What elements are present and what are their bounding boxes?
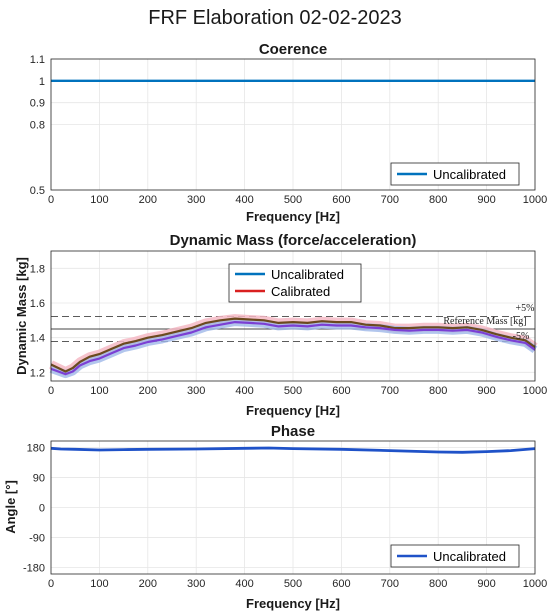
x-tick-label: 400 bbox=[235, 385, 253, 397]
x-tick-label: 1000 bbox=[523, 385, 547, 397]
x-tick-label: 200 bbox=[139, 194, 157, 206]
x-tick-label: 1000 bbox=[523, 194, 547, 206]
dynamic-mass-ticks: 0 100 200 300 400 500 600 700 800 900 1000 1.2 1.4 1.… bbox=[30, 263, 548, 397]
dynamic-mass-legend-box bbox=[228, 263, 362, 303]
phase-line bbox=[50, 446, 536, 454]
coherence-legend: Uncalibrated bbox=[390, 162, 520, 186]
phase-panel: Phase 0 100 200 300 400 500 600 700 800 900 1000-1… bbox=[3, 423, 547, 611]
y-tick-label: 1.1 bbox=[30, 54, 45, 66]
phase-legend-label: Uncalibrated bbox=[433, 549, 506, 564]
phase-grid bbox=[50, 441, 536, 574]
y-tick-label: 0.5 bbox=[30, 185, 45, 197]
dynamic-mass-ylabel: Dynamic Mass [kg] bbox=[14, 257, 29, 375]
coherence-ticks: 0 100 200 300 400 500 600 700 800 900 1000 0.5 0.8 0.… bbox=[30, 54, 548, 206]
x-tick-label: 700 bbox=[381, 385, 399, 397]
x-tick-label: 900 bbox=[477, 194, 495, 206]
coherence-xlabel: Frequency [Hz] bbox=[246, 209, 340, 224]
phase-title: Phase bbox=[271, 423, 315, 440]
x-tick-label: 500 bbox=[284, 385, 302, 397]
x-tick-label: 800 bbox=[429, 385, 447, 397]
x-tick-label: 100 bbox=[90, 578, 108, 590]
uncalibrated-line bbox=[50, 321, 536, 376]
y-tick-label: 1.6 bbox=[30, 298, 45, 310]
phase-series bbox=[50, 446, 536, 454]
y-tick-label: 0.9 bbox=[30, 98, 45, 110]
phase-axes bbox=[50, 440, 536, 575]
x-tick-label: 0 bbox=[48, 578, 54, 590]
phase-ticks: 0 100 200 300 400 500 600 700 800 900 1000 -180 -90 0… bbox=[23, 443, 547, 590]
x-tick-label: 300 bbox=[187, 385, 205, 397]
phase-ylabel: Angle [°] bbox=[3, 480, 18, 534]
x-tick-label: 500 bbox=[284, 194, 302, 206]
dynamic-mass-panel: Dynamic Mass (force/acceleration) 0 100 20… bbox=[14, 232, 547, 418]
y-tick-label: 180 bbox=[27, 443, 45, 455]
x-tick-label: 800 bbox=[429, 578, 447, 590]
dynamic-mass-axes bbox=[50, 250, 536, 382]
coherence-legend-label: Uncalibrated bbox=[433, 167, 506, 182]
x-tick-label: 800 bbox=[429, 194, 447, 206]
phase-xlabel: Frequency [Hz] bbox=[246, 596, 340, 611]
phase-legend-box bbox=[390, 544, 520, 568]
dynamic-mass-title: Dynamic Mass (force/acceleration) bbox=[170, 232, 417, 249]
figure-title: FRF Elaboration 02-02-2023 bbox=[148, 7, 401, 29]
x-tick-label: 900 bbox=[477, 385, 495, 397]
phase-legend: Uncalibrated bbox=[390, 544, 520, 568]
y-tick-label: 1.2 bbox=[30, 367, 45, 379]
y-tick-label: -90 bbox=[29, 532, 45, 544]
x-tick-label: 400 bbox=[235, 578, 253, 590]
y-tick-label: 0 bbox=[39, 503, 45, 515]
dynamic-mass-legend-uncalibrated: Uncalibrated bbox=[271, 267, 344, 282]
dynamic-mass-xlabel: Frequency [Hz] bbox=[246, 403, 340, 418]
x-tick-label: 500 bbox=[284, 578, 302, 590]
x-tick-label: 600 bbox=[332, 385, 350, 397]
x-tick-label: 100 bbox=[90, 194, 108, 206]
x-tick-label: 0 bbox=[48, 385, 54, 397]
dynamic-mass-legend-calibrated: Calibrated bbox=[271, 284, 330, 299]
x-tick-label: 1000 bbox=[523, 578, 547, 590]
x-tick-label: 300 bbox=[187, 578, 205, 590]
x-tick-label: 0 bbox=[48, 194, 54, 206]
x-tick-label: 100 bbox=[90, 385, 108, 397]
tolerance-lower-label: -5% bbox=[513, 331, 530, 342]
y-tick-label: 1.8 bbox=[30, 263, 45, 275]
coherence-axes bbox=[50, 58, 536, 191]
x-tick-label: 200 bbox=[139, 578, 157, 590]
y-tick-label: 1.4 bbox=[30, 333, 45, 345]
coherence-legend-box bbox=[390, 162, 520, 186]
dynamic-mass-legend: Uncalibrated Calibrated bbox=[228, 263, 362, 303]
calibrated-line bbox=[50, 317, 536, 373]
x-tick-label: 400 bbox=[235, 194, 253, 206]
x-tick-label: 300 bbox=[187, 194, 205, 206]
coherence-panel: Coerence 0 100 200 300 400 500 600 700 800 900 100… bbox=[30, 41, 548, 224]
dynamic-mass-series bbox=[49, 314, 538, 379]
y-tick-label: -180 bbox=[23, 562, 45, 574]
y-tick-label: 90 bbox=[33, 473, 45, 485]
tolerance-upper-label: +5% bbox=[516, 303, 535, 314]
reference-mass-label: Reference Mass [kg] bbox=[443, 316, 526, 327]
x-tick-label: 600 bbox=[332, 578, 350, 590]
y-tick-label: 0.8 bbox=[30, 120, 45, 132]
x-tick-label: 900 bbox=[477, 578, 495, 590]
y-tick-label: 1 bbox=[39, 76, 45, 88]
coherence-title: Coerence bbox=[259, 41, 327, 58]
x-tick-label: 200 bbox=[139, 385, 157, 397]
x-tick-label: 700 bbox=[381, 578, 399, 590]
x-tick-label: 700 bbox=[381, 194, 399, 206]
x-tick-label: 600 bbox=[332, 194, 350, 206]
